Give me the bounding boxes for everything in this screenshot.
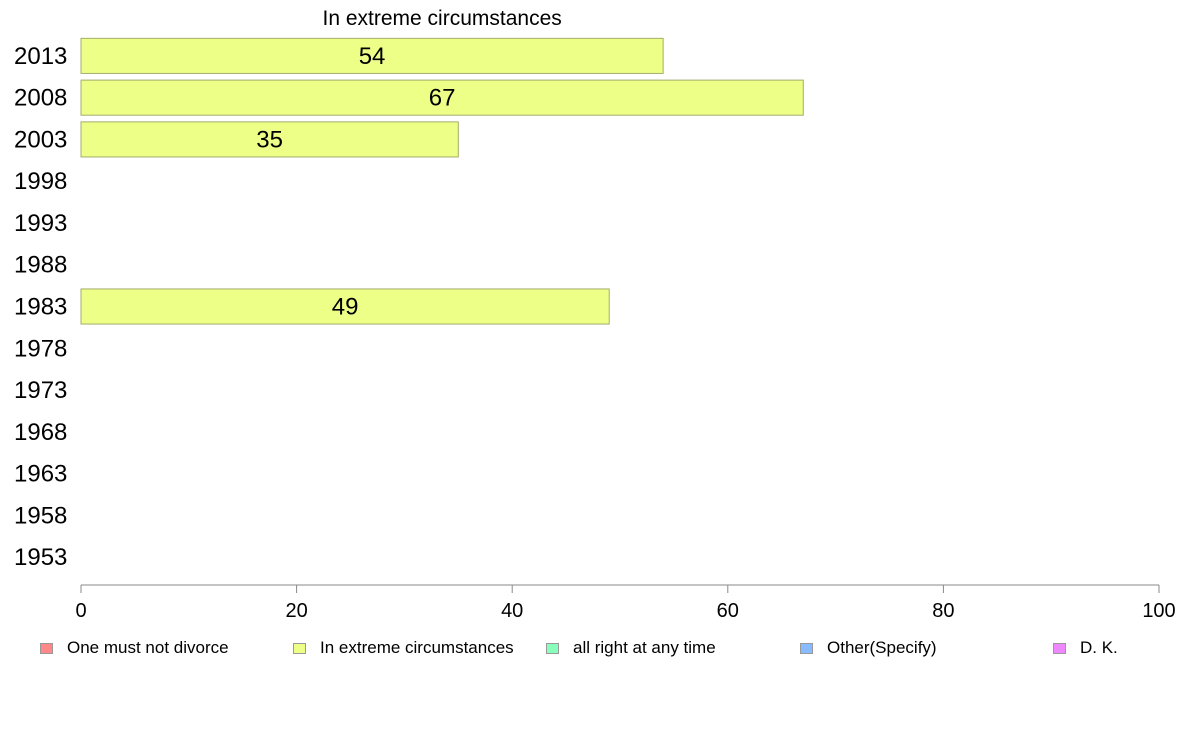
legend-label: all right at any time — [573, 638, 716, 657]
legend-swatch — [546, 642, 559, 654]
category-label: 1953 — [14, 544, 67, 571]
legend-swatch — [40, 642, 53, 654]
category-label: 1958 — [14, 502, 67, 529]
data-label: 54 — [359, 43, 386, 70]
legend-label: D. K. — [1080, 638, 1118, 657]
category-label: 1973 — [14, 377, 67, 404]
x-tick-label: 0 — [75, 600, 86, 622]
legend-item: One must not divorce — [40, 638, 229, 658]
legend-label: Other(Specify) — [827, 638, 937, 657]
legend-label: In extreme circumstances — [320, 638, 514, 657]
x-tick-label: 40 — [501, 600, 523, 622]
category-label: 1993 — [14, 210, 67, 237]
legend-item: Other(Specify) — [800, 638, 937, 658]
category-label: 1998 — [14, 168, 67, 195]
category-label: 1968 — [14, 419, 67, 446]
legend-swatch — [1053, 642, 1066, 654]
category-label: 1983 — [14, 294, 67, 321]
category-label: 1978 — [14, 335, 67, 362]
category-label: 2003 — [14, 126, 67, 153]
category-label: 2008 — [14, 85, 67, 112]
legend-swatch — [800, 642, 813, 654]
data-label: 49 — [332, 294, 359, 321]
legend-item: D. K. — [1053, 638, 1118, 658]
bar — [80, 79, 804, 116]
x-tick-label: 60 — [717, 600, 739, 622]
data-label: 67 — [429, 85, 456, 112]
bar — [80, 37, 664, 74]
category-label: 2013 — [14, 43, 67, 70]
legend-swatch — [293, 642, 306, 654]
legend: One must not divorce In extreme circumst… — [0, 638, 1188, 660]
bar — [80, 121, 459, 158]
bar — [80, 288, 610, 325]
x-tick-label: 80 — [932, 600, 954, 622]
legend-item: In extreme circumstances — [293, 638, 514, 658]
category-label: 1963 — [14, 461, 67, 488]
legend-item: all right at any time — [546, 638, 716, 658]
data-label: 35 — [256, 126, 283, 153]
legend-label: One must not divorce — [67, 638, 229, 657]
x-tick-label: 100 — [1142, 600, 1175, 622]
x-tick-label: 20 — [285, 600, 307, 622]
chart-title: In extreme circumstances — [323, 7, 562, 30]
category-label: 1988 — [14, 252, 67, 279]
